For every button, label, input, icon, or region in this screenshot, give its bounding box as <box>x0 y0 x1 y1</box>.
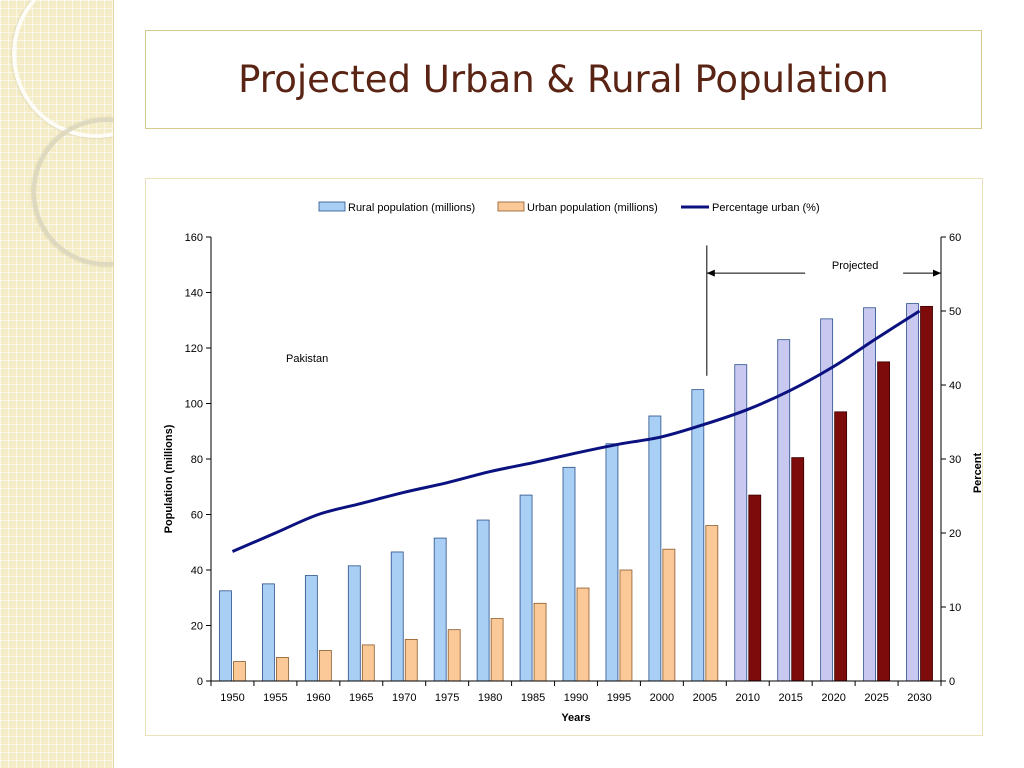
x-axis-title: Years <box>561 712 590 724</box>
arrowhead-left <box>706 269 715 277</box>
x-tick-label: 1965 <box>349 692 373 704</box>
rural-bar <box>262 583 275 682</box>
country-annotation: Pakistan <box>286 353 328 365</box>
legend-label-line: Percentage urban (%) <box>712 202 820 214</box>
urban-bar <box>233 661 246 682</box>
y-tick-label: 40 <box>191 565 203 577</box>
rural-bar <box>433 537 447 682</box>
urban-bar <box>748 494 762 682</box>
y2-tick-label: 20 <box>949 528 961 540</box>
urban-bar <box>490 618 504 682</box>
x-tick-label: 1995 <box>607 692 631 704</box>
population-chart: Rural population (millions) Urban populat… <box>163 201 982 724</box>
x-tick-label: 2005 <box>693 692 717 704</box>
percentage-urban-line <box>231 309 921 553</box>
x-tick-label: 1970 <box>392 692 416 704</box>
x-tick-label: 1975 <box>435 692 459 704</box>
y-tick-label: 20 <box>191 621 203 633</box>
decorative-ring <box>32 118 113 266</box>
x-tick-label: 1955 <box>263 692 287 704</box>
urban-bar <box>705 525 719 682</box>
arrowhead-right <box>933 269 941 277</box>
x-tick-label: 1980 <box>478 692 502 704</box>
x-tick-label: 1985 <box>521 692 545 704</box>
y-tick-label: 100 <box>185 399 203 411</box>
x-tick-label: 2010 <box>736 692 760 704</box>
x-tick-label: 1960 <box>306 692 330 704</box>
rural-bar <box>648 415 662 682</box>
y2-tick-label: 10 <box>949 602 961 614</box>
legend-label-rural: Rural population (millions) <box>348 202 475 214</box>
legend-swatch-rural <box>318 201 346 212</box>
urban-bar <box>361 644 375 682</box>
y2-tick-label: 50 <box>949 306 961 318</box>
y-tick-label: 0 <box>197 676 203 688</box>
rural-bar <box>304 575 318 682</box>
rural-bar <box>906 303 919 682</box>
urban-bar <box>662 548 676 682</box>
y2-axis-title: Percent <box>972 452 982 493</box>
legend-swatch-urban <box>497 201 525 212</box>
rural-bar <box>219 590 232 682</box>
urban-bar <box>834 411 848 682</box>
x-tick-label: 1990 <box>564 692 588 704</box>
rural-bar <box>691 389 705 682</box>
y-tick-label: 140 <box>185 288 203 300</box>
x-tick-label: 2015 <box>778 692 802 704</box>
urban-bar <box>619 569 633 682</box>
y-axis-title: Population (millions) <box>163 424 175 533</box>
rural-bar <box>390 551 404 682</box>
x-tick-label: 1950 <box>220 692 244 704</box>
rural-bar <box>562 466 576 682</box>
urban-bar <box>920 305 933 682</box>
y-tick-label: 160 <box>185 232 203 244</box>
rural-bar <box>519 494 533 682</box>
y2-tick-label: 30 <box>949 454 961 466</box>
urban-bar <box>533 602 547 682</box>
urban-bar <box>276 657 289 682</box>
urban-bar <box>791 457 805 682</box>
x-tick-label: 2030 <box>907 692 931 704</box>
rural-bar <box>347 565 361 682</box>
chart-legend: Rural population (millions) Urban populat… <box>318 201 820 214</box>
chart-frame: Rural population (millions) Urban populat… <box>145 178 983 736</box>
decorative-side-strip <box>0 0 114 768</box>
urban-bar <box>318 650 332 682</box>
y-tick-label: 120 <box>185 343 203 355</box>
rural-bar <box>476 519 490 682</box>
y2-tick-label: 40 <box>949 380 961 392</box>
y-tick-label: 80 <box>191 454 203 466</box>
rural-bar <box>605 443 619 682</box>
bars-group <box>219 303 933 682</box>
legend-label-urban: Urban population (millions) <box>527 202 658 214</box>
rural-bar <box>863 307 876 682</box>
urban-bar <box>877 361 890 682</box>
y-tick-label: 60 <box>191 510 203 522</box>
x-tick-label: 2000 <box>650 692 674 704</box>
x-tick-label: 2020 <box>821 692 845 704</box>
projected-label: Projected <box>832 260 878 272</box>
x-tick-label: 2025 <box>864 692 888 704</box>
urban-bar <box>576 587 590 682</box>
slide-title: Projected Urban & Rural Population <box>238 58 889 101</box>
y2-tick-label: 60 <box>949 232 961 244</box>
urban-bar <box>404 638 418 682</box>
y2-tick-label: 0 <box>949 676 955 688</box>
title-box: Projected Urban & Rural Population <box>145 30 982 129</box>
urban-bar <box>447 629 461 682</box>
